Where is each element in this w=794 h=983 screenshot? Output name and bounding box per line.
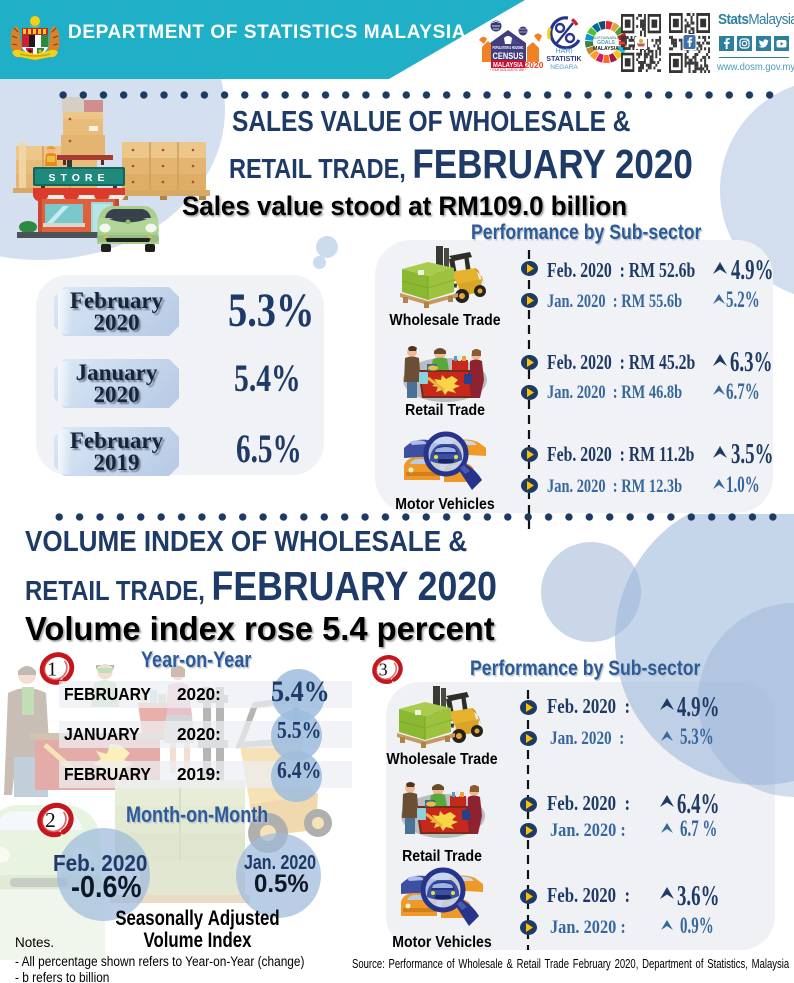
svg-text:CENSUS: CENSUS <box>493 51 524 62</box>
svg-text:POPULATION & HOUSING: POPULATION & HOUSING <box>493 45 524 50</box>
svg-text:SUSTAINABLE: SUSTAINABLE <box>592 35 620 40</box>
svg-text:STATISTIK: STATISTIK <box>546 56 581 63</box>
svg-text:GOALS: GOALS <box>597 40 615 46</box>
svg-text:2: 2 <box>45 808 56 832</box>
svg-text:* YOUR DATA OUR FUTURE *: * YOUR DATA OUR FUTURE * <box>490 68 527 71</box>
svg-text:MALAYSIA: MALAYSIA <box>593 46 619 52</box>
svg-text:HARI: HARI <box>556 48 573 55</box>
svg-text:2020: 2020 <box>525 60 544 70</box>
svg-text:MALAYSIA: MALAYSIA <box>493 62 523 69</box>
svg-text:3: 3 <box>379 660 388 680</box>
svg-text:STORE: STORE <box>49 172 110 184</box>
svg-text:NEGARA: NEGARA <box>550 64 578 70</box>
svg-text:1: 1 <box>47 658 57 680</box>
